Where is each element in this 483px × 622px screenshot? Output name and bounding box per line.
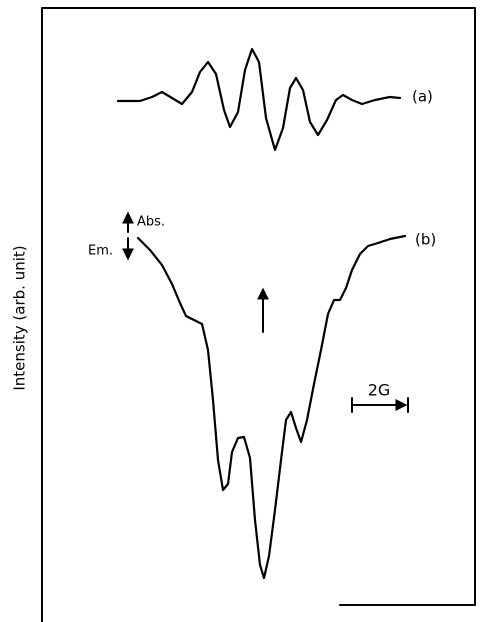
y-axis-label: Intensity (arb. unit) bbox=[11, 245, 29, 390]
frame bbox=[41, 7, 476, 622]
abs-label: Abs. bbox=[137, 215, 165, 230]
curve-b bbox=[136, 234, 407, 580]
curve-a bbox=[116, 47, 402, 152]
curve-a-label: (a) bbox=[412, 88, 433, 106]
em-label: Em. bbox=[88, 244, 113, 259]
scale-label: 2G bbox=[368, 381, 391, 400]
curve-b-label: (b) bbox=[415, 231, 436, 249]
